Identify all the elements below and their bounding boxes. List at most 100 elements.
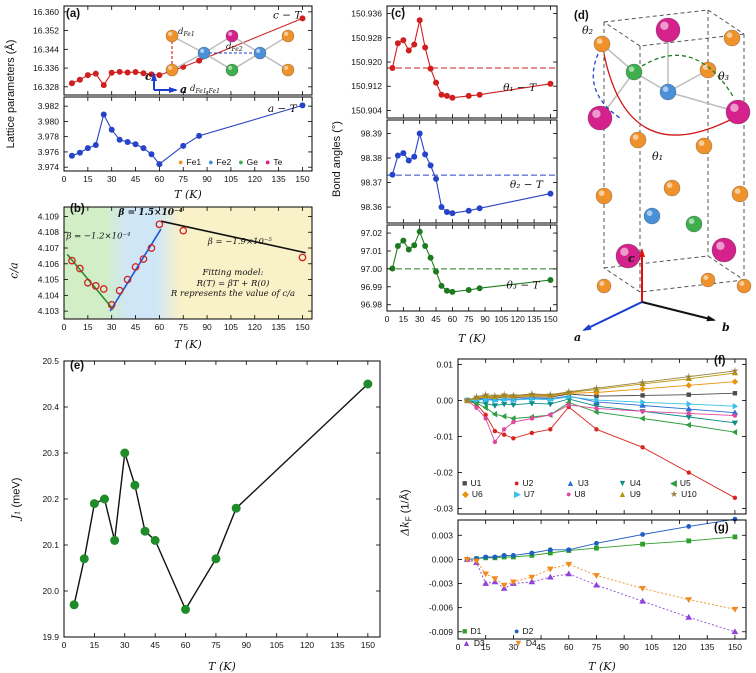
svg-text:4.109: 4.109 xyxy=(38,211,60,221)
svg-text:c: c xyxy=(628,252,635,265)
svg-text:45: 45 xyxy=(431,314,441,324)
svg-text:20.3: 20.3 xyxy=(42,448,59,458)
svg-text:105: 105 xyxy=(645,642,659,652)
svg-text:45: 45 xyxy=(150,640,160,650)
legend-marker-icon: ▼ xyxy=(514,637,523,648)
svg-text:75: 75 xyxy=(592,642,602,652)
svg-text:97.00: 97.00 xyxy=(361,264,383,274)
legend-item-u4: ▼ U4 xyxy=(618,478,670,488)
svg-text:75: 75 xyxy=(211,640,221,650)
svg-text:16.360: 16.360 xyxy=(33,7,59,17)
crystal-structure: θ₂ θ₃ θ₁ c a b xyxy=(574,9,752,344)
svg-text:15: 15 xyxy=(399,314,409,324)
legend-label: U3 xyxy=(577,478,589,488)
svg-text:90: 90 xyxy=(480,314,490,324)
svg-text:15: 15 xyxy=(90,640,100,650)
panel-label-e: (e) xyxy=(70,360,85,372)
legend-item-u8: ● U8 xyxy=(566,489,618,499)
legend-item-u2: ● U2 xyxy=(514,478,566,488)
legend-item-u6: ◆ U6 xyxy=(462,489,514,499)
legend-label: D2 xyxy=(522,626,534,636)
svg-text:16.328: 16.328 xyxy=(33,82,59,92)
chart-c-over-a-vs-T: 0 15 30 45 60 75 90 105 120 135 150 4.103 4.104 4.105… xyxy=(38,206,313,351)
legend-marker-icon: ★ xyxy=(670,488,679,499)
svg-text:30: 30 xyxy=(415,314,425,324)
fitting-model-note: Fitting model: R(T) = βT + R(0) R repres… xyxy=(158,268,308,300)
svg-text:0: 0 xyxy=(456,642,461,652)
svg-text:20.2: 20.2 xyxy=(42,494,59,504)
legend-label: D3 xyxy=(473,638,485,648)
svg-text:4.104: 4.104 xyxy=(38,290,60,300)
legend-label: U5 xyxy=(679,478,691,488)
svg-text:97.02: 97.02 xyxy=(361,228,383,238)
svg-text:150.936: 150.936 xyxy=(351,9,382,19)
svg-text:60: 60 xyxy=(181,640,191,650)
chart-lattice-c-vs-T: 16.328 16.336 16.344 16.352 16.360 c − T xyxy=(33,5,313,96)
svg-text:T (K): T (K) xyxy=(174,338,202,351)
dk-unit: (1/Å) xyxy=(399,489,412,517)
fit-note: R represents the value of c/a xyxy=(170,289,296,300)
svg-text:150: 150 xyxy=(543,314,557,324)
legend-elements: ● Fe1 ● Fe2 ● Ge ● Te xyxy=(178,157,282,167)
legend-marker-icon: ▼ xyxy=(618,477,627,488)
legend-label: U10 xyxy=(681,489,697,499)
svg-text:-0.03: -0.03 xyxy=(434,504,454,514)
svg-text:19.9: 19.9 xyxy=(42,632,59,642)
svg-text:-0.006: -0.006 xyxy=(429,603,453,613)
svg-text:150: 150 xyxy=(295,322,309,332)
svg-text:T (K): T (K) xyxy=(174,188,202,201)
svg-text:a − T: a − T xyxy=(268,103,298,115)
svg-text:90: 90 xyxy=(202,322,212,332)
panel-label-f: (f) xyxy=(714,355,726,367)
svg-text:θ₃: θ₃ xyxy=(718,70,729,83)
chart-theta1-vs-T: 150.904 150.912 150.920 150.928 150.936 θ₁ − … xyxy=(351,5,558,119)
svg-text:98.38: 98.38 xyxy=(361,153,383,163)
legend-item-fe2: ● Fe2 xyxy=(208,157,231,167)
legend-U-series: ■ U1 ● U2 ▲ U3 ▼ U4 ◀ U5 ◆ U6 ▶ U7 ● U8 ▲ U9 ★ U10 xyxy=(462,478,722,499)
svg-text:105: 105 xyxy=(224,174,238,184)
svg-text:a: a xyxy=(180,83,187,96)
legend-item-u10: ★ U10 xyxy=(670,489,722,499)
svg-text:75: 75 xyxy=(464,314,474,324)
fit-title: Fitting model: xyxy=(202,268,264,278)
legend-marker-icon: ▶ xyxy=(514,488,521,499)
chart-theta2-vs-T: 98.36 98.37 98.38 98.39 θ₂ − T xyxy=(361,119,558,224)
legend-label: U1 xyxy=(470,478,482,488)
svg-text:135: 135 xyxy=(272,322,286,332)
svg-text:3.982: 3.982 xyxy=(38,101,60,111)
svg-text:dFe2: dFe2 xyxy=(226,42,243,53)
svg-text:98.37: 98.37 xyxy=(361,178,383,188)
svg-text:4.106: 4.106 xyxy=(38,259,60,269)
legend-item-d2: ● D2 xyxy=(514,626,566,636)
legend-label: U2 xyxy=(522,478,534,488)
svg-text:150.928: 150.928 xyxy=(351,33,382,43)
legend-item-te: ● Te xyxy=(265,157,282,167)
axis-label-bond-angles: Bond angles (°) xyxy=(331,121,343,197)
panel-label-g: (g) xyxy=(714,522,729,534)
svg-text:75: 75 xyxy=(178,322,188,332)
panel-label-c: (c) xyxy=(391,8,406,20)
fit-equation: R(T) = βT + R(0) xyxy=(196,278,270,289)
svg-text:dFe1: dFe1 xyxy=(178,27,195,38)
legend-marker-icon: ● xyxy=(238,156,244,167)
svg-text:T (K): T (K) xyxy=(588,660,616,673)
svg-text:0: 0 xyxy=(62,174,67,184)
svg-text:135: 135 xyxy=(272,174,286,184)
svg-text:16.336: 16.336 xyxy=(33,63,59,73)
legend-marker-icon: ▲ xyxy=(462,637,471,648)
svg-text:90: 90 xyxy=(242,640,252,650)
svg-text:30: 30 xyxy=(120,640,130,650)
legend-item-d4: ▼ D4 xyxy=(514,638,566,648)
svg-text:θ₁ − T: θ₁ − T xyxy=(503,82,537,94)
svg-text:0.000: 0.000 xyxy=(432,554,454,564)
svg-text:3.974: 3.974 xyxy=(38,162,60,172)
svg-text:120: 120 xyxy=(248,322,262,332)
legend-item-u5: ◀ U5 xyxy=(670,478,722,488)
svg-text:135: 135 xyxy=(527,314,541,324)
J1-symbol: J₁ xyxy=(9,510,23,520)
svg-text:β = 1.5×10⁻⁴: β = 1.5×10⁻⁴ xyxy=(118,208,183,218)
svg-text:96.99: 96.99 xyxy=(361,282,383,292)
svg-text:15: 15 xyxy=(481,642,491,652)
svg-text:0.01: 0.01 xyxy=(436,359,453,369)
svg-text:120: 120 xyxy=(248,174,262,184)
